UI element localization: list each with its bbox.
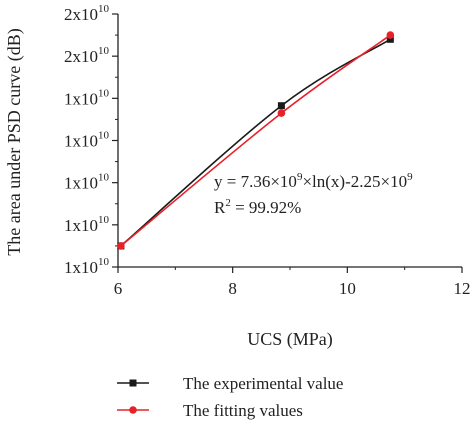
equation-exp1: 9 [297,171,303,183]
y-tick-label: 1x1010 [64,87,110,108]
legend-label: The fitting values [183,401,303,420]
x-tick-label: 8 [228,279,237,298]
series-layer [117,31,395,250]
data-point-experimental [386,35,394,43]
y-tick-label: 1x1010 [64,214,110,235]
legend-label: The experimental value [183,374,343,393]
y-axis-title: The area under PSD curve (dB) [4,28,25,255]
data-point-fitting [277,109,286,117]
y-tick-label: 2x1010 [64,45,110,66]
x-tick-label: 10 [339,279,356,298]
equation-part2: ×ln(x)-2.25×10 [302,172,407,191]
equation-exp2: 9 [407,171,413,183]
y-tick-label: 1x1010 [64,130,110,151]
y-tick-labels: 1x1010 1x1010 1x1010 1x1010 1x1010 2x1010 2x10… [64,3,110,277]
data-point-fitting [117,242,125,250]
legend: The experimental value The fitting values [117,374,343,420]
equation-part1: y = 7.36×10 [214,172,297,191]
y-tick-label: 1x1010 [64,172,110,193]
equation-annotation: y = 7.36×109×ln(x)-2.25×109 [214,171,413,191]
x-tick-label: 6 [114,279,123,298]
y-tick-label: 1x1010 [64,256,110,277]
data-point-experimental [277,102,285,110]
y-tick-label: 2x1010 [64,3,110,24]
data-point-fitting [386,31,395,39]
r-squared-value: = 99.92% [231,198,302,217]
legend-marker-square [129,379,137,387]
axis-ticks [112,13,463,273]
x-axis-title: UCS (MPa) [247,329,333,350]
r-squared-annotation: R2 = 99.92% [214,197,301,217]
series-line-2 [120,34,391,247]
r-squared-part1: R [214,198,226,217]
r-squared-exp: 2 [225,197,231,209]
x-tick-label: 12 [454,279,471,298]
legend-marker-circle [129,406,137,414]
x-tick-labels: 6 8 10 12 [114,279,471,298]
